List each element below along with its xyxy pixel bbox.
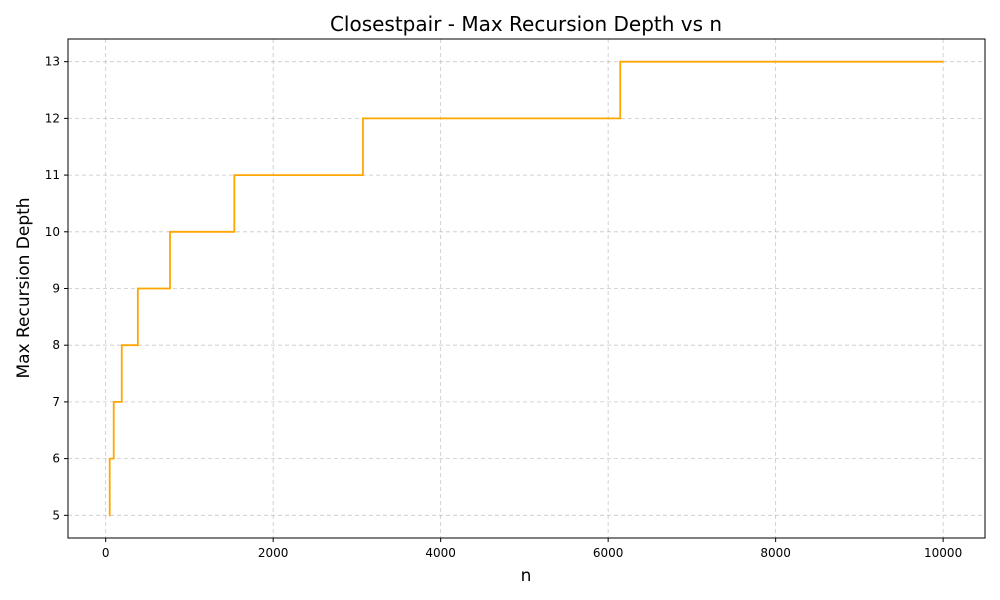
x-tick-label: 4000	[425, 546, 456, 560]
x-tick-label: 8000	[760, 546, 791, 560]
tick-layer: 0 2000 4000 6000 8000 10000 5 6 7 8 9 10 11 12 13	[45, 55, 963, 560]
grid-layer	[68, 39, 985, 538]
y-tick-label: 11	[45, 168, 60, 182]
y-tick-label: 7	[52, 395, 60, 409]
chart-title: Closestpair - Max Recursion Depth vs n	[330, 12, 722, 36]
y-tick-label: 12	[45, 111, 60, 125]
x-axis-label: n	[521, 566, 532, 586]
x-tick-label: 10000	[924, 546, 962, 560]
y-tick-label: 5	[52, 508, 60, 522]
x-tick-label: 6000	[593, 546, 624, 560]
y-axis-label: Max Recursion Depth	[14, 197, 34, 378]
y-tick-label: 10	[45, 225, 60, 239]
x-tick-label: 0	[102, 546, 110, 560]
y-tick-label: 9	[52, 282, 60, 296]
x-tick-label: 2000	[258, 546, 289, 560]
series-line	[108, 60, 944, 517]
y-tick-label: 13	[45, 55, 60, 69]
y-tick-label: 6	[52, 452, 60, 466]
y-tick-label: 8	[52, 338, 60, 352]
